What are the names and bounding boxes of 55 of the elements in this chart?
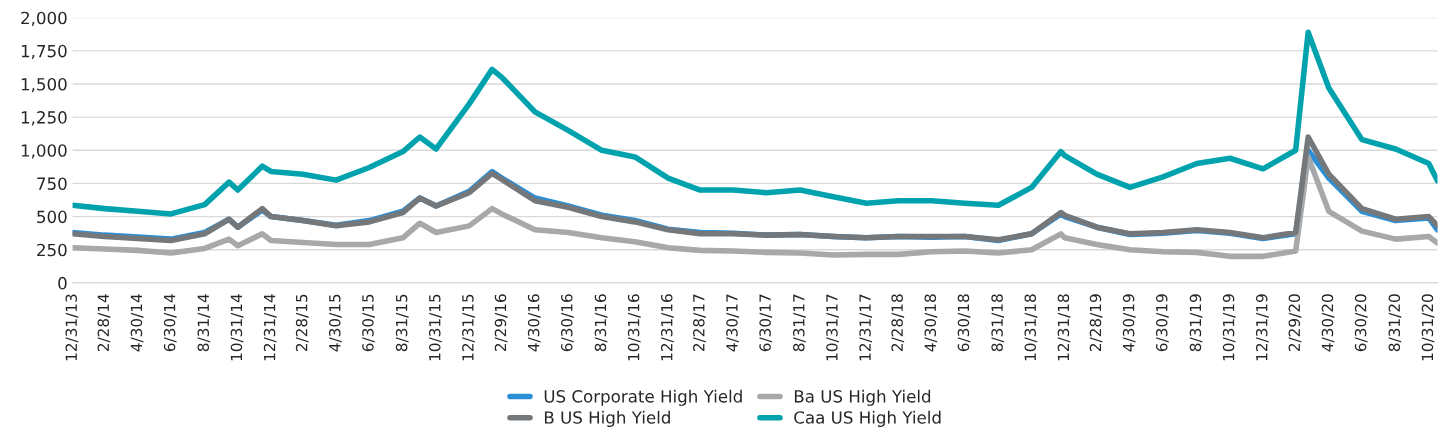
x-tick-label: 6/30/17 [759,294,773,352]
x-tick-label: 10/31/17 [826,294,839,361]
x-tick-label: 8/31/16 [594,294,608,352]
x-tick-label: 8/31/14 [197,294,211,352]
y-tick-label: 750 [37,177,67,190]
y-tick-label: 2,000 [21,11,67,26]
x-tick-label: 8/31/15 [395,294,409,352]
x-tick-label: 6/30/14 [163,294,177,352]
x-tick-label: 2/28/18 [891,294,905,352]
x-tick-label: 2/29/20 [1288,294,1302,352]
x-tick-label: 6/30/20 [1354,294,1368,352]
y-tick-label: 1,250 [21,111,67,126]
x-tick-label: 2/28/19 [1089,294,1103,352]
y-tick-label: 250 [37,243,67,257]
y-tick-label: 1,000 [21,144,67,159]
x-tick-label: 10/31/15 [428,294,442,361]
x-tick-label: 4/30/16 [527,294,541,352]
x-tick-label: 10/31/18 [1024,294,1038,361]
x-tick-label: 12/31/15 [462,294,475,361]
x-tick-label: 6/30/18 [957,294,971,352]
x-tick-label: 12/31/17 [859,294,873,361]
x-tick-label: 4/30/18 [924,294,938,352]
x-tick-label: 8/31/20 [1388,294,1402,352]
legend-label: B US High Yield [544,410,670,427]
x-tick-label: 2/29/16 [494,294,508,352]
x-tick-label: 12/31/14 [263,294,277,361]
x-tick-label: 12/31/19 [1255,294,1269,361]
legend-label: Ba US High Yield [794,389,931,406]
x-tick-label: 2/28/14 [97,294,111,352]
x-tick-label: 6/30/19 [1155,294,1169,352]
x-tick-label: 6/30/16 [561,294,574,352]
x-tick-label: 4/30/14 [130,294,144,352]
x-tick-label: 2/28/17 [693,294,706,352]
legend-label: US Corporate High Yield [544,389,742,406]
x-tick-label: 4/30/20 [1321,294,1335,352]
x-tick-label: 4/30/17 [726,294,739,352]
x-tick-label: 12/31/13 [65,294,79,361]
x-tick-label: 12/31/16 [660,294,674,361]
y-tick-label: 1,750 [21,44,67,60]
x-tick-label: 2/28/15 [295,294,309,352]
y-tick-label: 1,500 [21,77,67,93]
x-tick-label: 8/31/17 [793,294,806,352]
x-tick-label: 10/31/19 [1222,294,1236,361]
x-tick-label: 10/31/14 [230,294,244,361]
y-tick-label: 0 [58,276,67,290]
x-tick-label: 6/30/15 [362,294,375,352]
x-tick-label: 4/30/15 [329,294,342,352]
x-tick-label: 8/31/18 [991,294,1005,352]
y-tick-label: 500 [37,210,67,224]
x-tick-label: 8/31/19 [1189,294,1203,352]
x-tick-label: 10/31/16 [627,294,641,361]
x-tick-label: 4/30/19 [1122,294,1136,352]
legend-label: Caa US High Yield [794,410,941,427]
x-tick-label: 12/31/18 [1057,294,1071,361]
x-tick-label: 10/31/20 [1421,294,1435,361]
